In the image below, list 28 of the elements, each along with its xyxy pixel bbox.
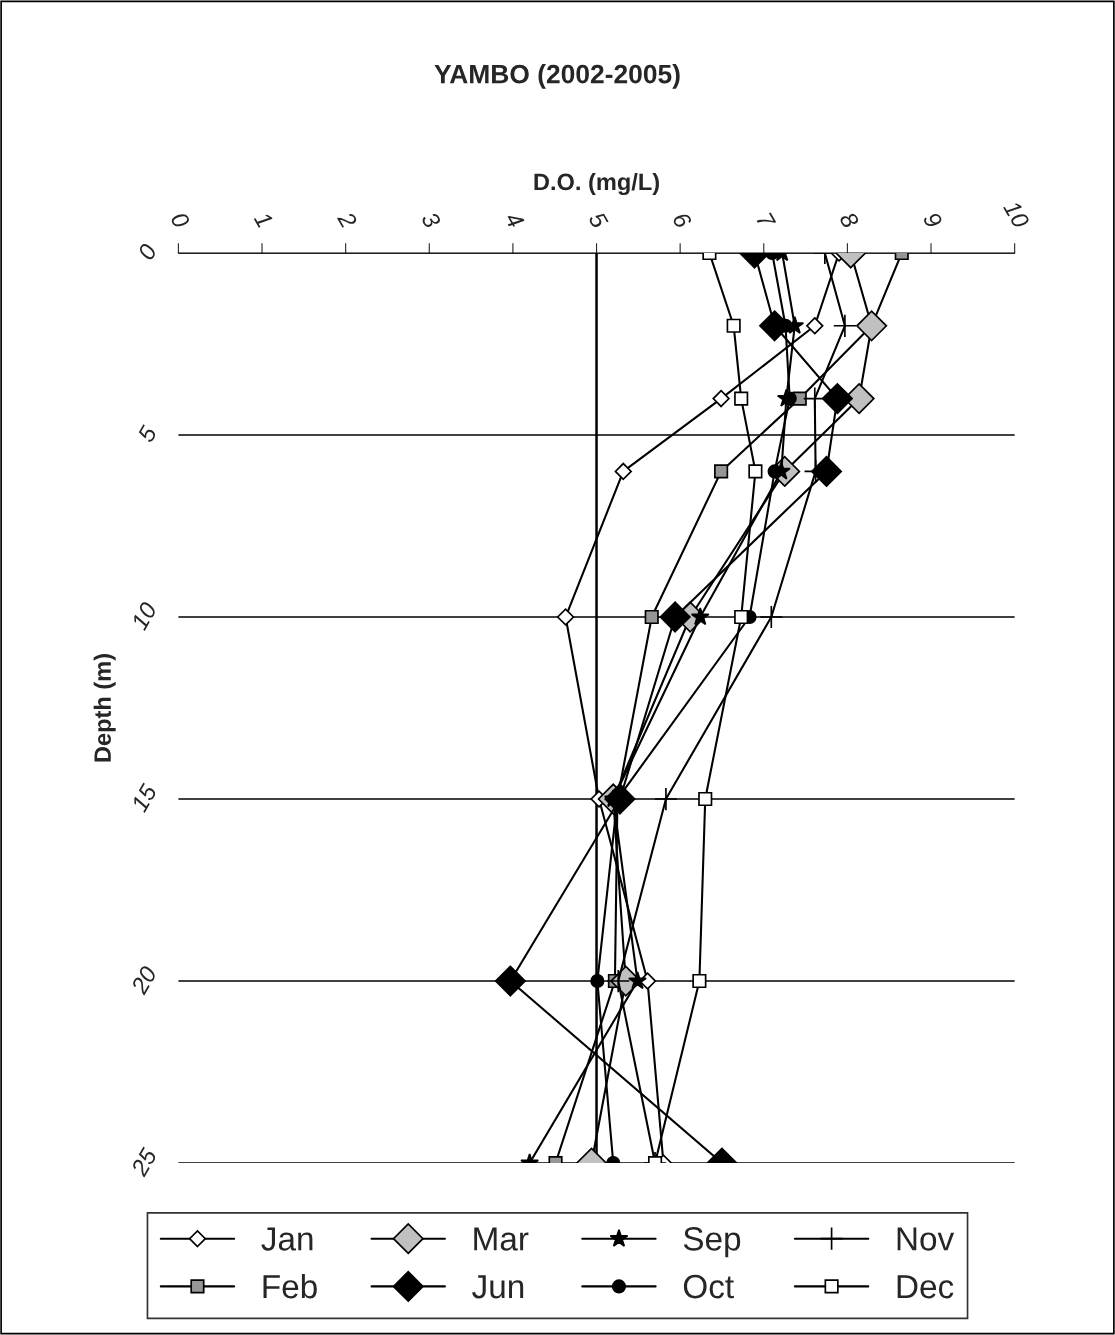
- y-tick-label: 20: [130, 964, 158, 996]
- legend-label: Jun: [472, 1275, 524, 1299]
- legend-label: Nov: [897, 1227, 955, 1251]
- chart-title: YAMBO (2002-2005): [434, 64, 680, 89]
- x-tick-label: 10: [1002, 199, 1031, 230]
- x-tick-label: 8: [838, 210, 860, 230]
- x-axis-title: D.O. (mg/L): [534, 172, 659, 196]
- legend-label: Jan: [261, 1227, 313, 1251]
- y-tick-label: 0: [137, 242, 158, 261]
- x-tick-label: 2: [337, 209, 358, 230]
- x-tick-label: 1: [253, 210, 274, 228]
- legend-label: Feb: [263, 1273, 317, 1299]
- x-tick-label: 7: [756, 212, 777, 231]
- y-tick-label: 10: [130, 600, 158, 632]
- legend-label: Oct: [683, 1274, 734, 1299]
- x-tick-label: 4: [504, 210, 525, 229]
- legend-label: Sep: [683, 1227, 741, 1258]
- x-tick-label: 0: [170, 210, 191, 230]
- x-tick-label: 5: [588, 210, 609, 230]
- y-tick-label: 25: [130, 1146, 158, 1178]
- x-tick-label: 3: [420, 210, 442, 230]
- y-axis-title: Depth (m): [93, 654, 116, 762]
- legend-label: Dec: [897, 1275, 954, 1299]
- x-tick-label: 9: [922, 210, 944, 230]
- x-tick-label: 6: [672, 211, 693, 230]
- y-tick-label: 5: [137, 424, 158, 444]
- legend-label: Mar: [474, 1227, 529, 1251]
- y-tick-label: 15: [130, 782, 158, 814]
